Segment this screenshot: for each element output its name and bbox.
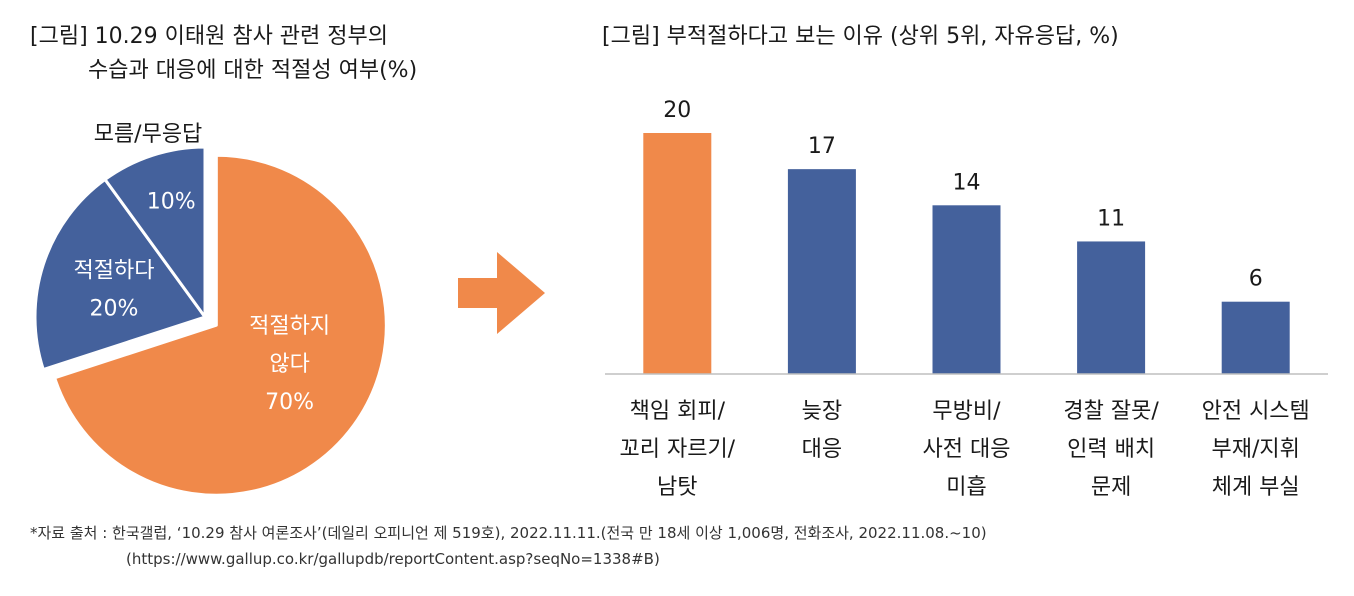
- bar-value-label: 14: [953, 170, 981, 195]
- bar-category-label: 미흡: [946, 475, 986, 500]
- bar-category-label: 인력 배치: [1067, 437, 1155, 462]
- pie-slice-label: 70%: [265, 390, 314, 415]
- pie-slice-label: 20%: [90, 296, 139, 321]
- source-note-line2: (https://www.gallup.co.kr/gallupdb/repor…: [126, 550, 660, 568]
- bar-category-label: 사전 대응: [923, 437, 1011, 462]
- bar-category-label: 무방비/: [932, 399, 1001, 424]
- bar-category-label: 늦장: [802, 399, 842, 424]
- bar-category-label: 꼬리 자르기/: [619, 437, 735, 462]
- bar: [1077, 241, 1146, 374]
- bar-value-label: 17: [808, 134, 836, 159]
- source-note-line1: *자료 출처 : 한국갤럽, ‘10.29 참사 여론조사’(데일리 오피니언 …: [30, 524, 987, 542]
- bar: [932, 205, 1001, 374]
- right-arrow-icon: [458, 252, 545, 334]
- bar-value-label: 20: [663, 98, 691, 123]
- bar: [643, 133, 712, 374]
- bar-chart-title: [그림] 부적절하다고 보는 이유 (상위 5위, 자유응답, %): [602, 24, 1119, 49]
- pie-slice-label: 적절하지: [249, 314, 330, 339]
- bar: [787, 169, 856, 374]
- bar-value-label: 6: [1249, 267, 1263, 292]
- pie-slice: [33, 177, 207, 372]
- pie-slice: [103, 145, 207, 319]
- pie-slice-label: 적절하다: [74, 258, 155, 283]
- arrow-shape: [458, 252, 545, 334]
- bar: [1221, 301, 1290, 374]
- bar-category-label: 남탓: [657, 475, 697, 500]
- pie-chart-title-line2: 수습과 대응에 대한 적절성 여부(%): [88, 58, 418, 83]
- bar-category-label: 체계 부실: [1212, 475, 1300, 500]
- pie-slice-label: 않다: [269, 352, 309, 377]
- bar-category-label: 책임 회피/: [630, 399, 726, 424]
- pie-slice-label: 모름/무응답: [94, 122, 203, 147]
- bar-value-label: 11: [1097, 206, 1125, 231]
- pie-slice-value: 10%: [147, 190, 196, 215]
- bar-category-label: 경찰 잘못/: [1063, 399, 1159, 424]
- bar-category-label: 안전 시스템: [1202, 399, 1310, 424]
- bar-category-label: 부재/지휘: [1212, 437, 1300, 462]
- pie-chart-title-line1: [그림] 10.29 이태원 참사 관련 정부의: [30, 24, 388, 49]
- bar-category-label: 문제: [1091, 475, 1131, 500]
- pie-slice: [53, 153, 388, 497]
- bar-category-label: 대응: [802, 437, 842, 462]
